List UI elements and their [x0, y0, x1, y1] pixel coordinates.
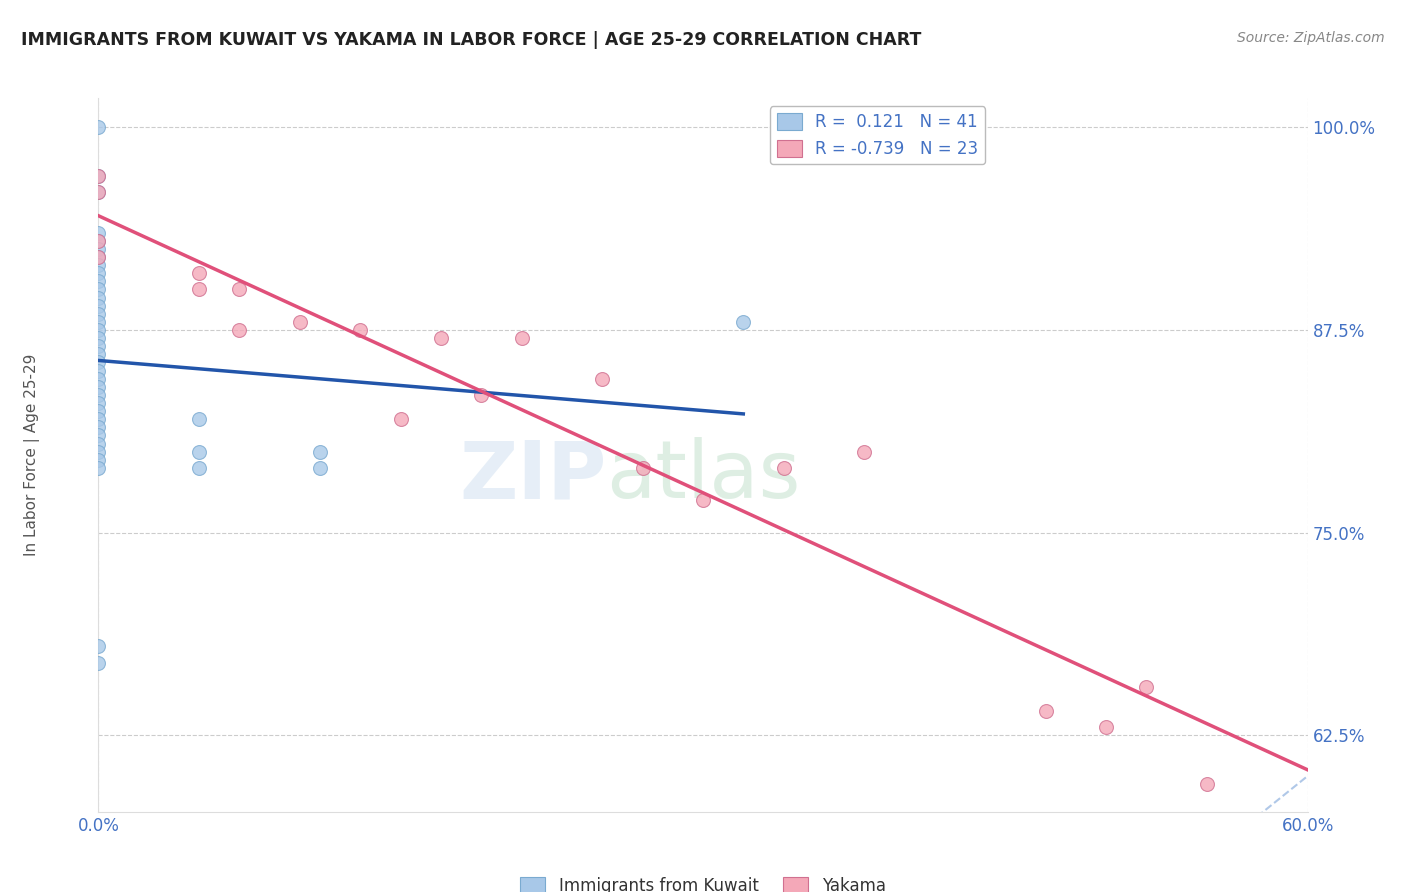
- Point: [87, 169, 110, 183]
- Point: [631, 461, 654, 475]
- Point: [87, 250, 110, 264]
- Point: [87, 274, 110, 288]
- Point: [349, 323, 371, 337]
- Point: [87, 185, 110, 199]
- Point: [188, 444, 211, 458]
- Point: [188, 266, 211, 280]
- Point: [87, 355, 110, 369]
- Point: [87, 640, 110, 654]
- Text: IMMIGRANTS FROM KUWAIT VS YAKAMA IN LABOR FORCE | AGE 25-29 CORRELATION CHART: IMMIGRANTS FROM KUWAIT VS YAKAMA IN LABO…: [21, 31, 921, 49]
- Text: Source: ZipAtlas.com: Source: ZipAtlas.com: [1237, 31, 1385, 45]
- Point: [228, 283, 250, 297]
- Point: [1035, 704, 1057, 718]
- Point: [87, 331, 110, 345]
- Point: [87, 258, 110, 272]
- Point: [87, 404, 110, 418]
- Point: [228, 323, 250, 337]
- Point: [87, 323, 110, 337]
- Point: [87, 291, 110, 305]
- Point: [87, 452, 110, 467]
- Point: [1195, 777, 1218, 791]
- Point: [87, 250, 110, 264]
- Point: [733, 315, 755, 329]
- Point: [87, 461, 110, 475]
- Point: [87, 380, 110, 394]
- Point: [87, 120, 110, 135]
- Point: [188, 412, 211, 426]
- Point: [87, 372, 110, 386]
- Point: [87, 185, 110, 199]
- Point: [772, 461, 794, 475]
- Point: [87, 656, 110, 670]
- Point: [87, 234, 110, 248]
- Point: [309, 461, 332, 475]
- Point: [87, 169, 110, 183]
- Legend: Immigrants from Kuwait, Yakama: Immigrants from Kuwait, Yakama: [513, 870, 893, 892]
- Point: [87, 283, 110, 297]
- Point: [87, 307, 110, 321]
- Point: [87, 266, 110, 280]
- Point: [87, 444, 110, 458]
- Point: [87, 396, 110, 410]
- Point: [510, 331, 533, 345]
- Point: [853, 444, 876, 458]
- Point: [470, 388, 492, 402]
- Point: [87, 339, 110, 353]
- Point: [1095, 720, 1118, 734]
- Point: [87, 226, 110, 240]
- Point: [87, 299, 110, 313]
- Point: [288, 315, 311, 329]
- Point: [591, 372, 613, 386]
- Point: [87, 242, 110, 256]
- Point: [430, 331, 453, 345]
- Text: ZIP: ZIP: [458, 437, 606, 516]
- Point: [188, 283, 211, 297]
- Point: [87, 412, 110, 426]
- Point: [188, 461, 211, 475]
- Point: [87, 234, 110, 248]
- Point: [1135, 680, 1157, 694]
- Text: atlas: atlas: [606, 437, 800, 516]
- Point: [87, 363, 110, 377]
- Text: In Labor Force | Age 25-29: In Labor Force | Age 25-29: [24, 354, 39, 556]
- Point: [87, 436, 110, 450]
- Point: [87, 388, 110, 402]
- Point: [309, 444, 332, 458]
- Point: [87, 428, 110, 442]
- Point: [389, 412, 412, 426]
- Point: [87, 347, 110, 361]
- Point: [692, 493, 714, 508]
- Point: [87, 315, 110, 329]
- Point: [87, 420, 110, 434]
